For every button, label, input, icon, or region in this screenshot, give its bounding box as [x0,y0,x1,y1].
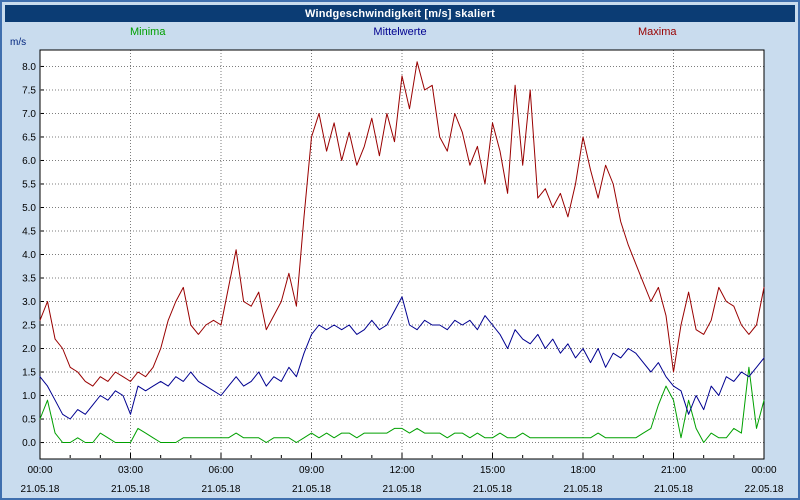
y-tick-label: 2.5 [22,321,36,332]
x-tick-date-label: 21.05.18 [654,484,693,495]
x-tick-date-label: 22.05.18 [745,484,784,495]
x-tick-time-label: 21:00 [661,465,686,476]
plot-frame [39,49,765,460]
x-tick-time-label: 03:00 [118,465,143,476]
x-tick-date-label: 21.05.18 [111,484,150,495]
y-tick-label: 0.0 [22,438,36,449]
plot-background [40,50,764,459]
legend-minima: Minima [130,26,166,38]
y-tick-label: 3.0 [22,297,36,308]
y-tick-label: 5.0 [22,203,36,214]
x-tick-date-label: 21.05.18 [473,484,512,495]
series-mittelwerte-line [39,296,765,420]
series-maxima-line [39,61,765,387]
y-tick-label: 7.5 [22,85,36,96]
x-tick-time-label: 15:00 [480,465,505,476]
y-tick-label: 4.0 [22,250,36,261]
x-tick-time-label: 00:00 [751,465,776,476]
y-tick-label: 1.5 [22,368,36,379]
y-tick-label: 2.0 [22,344,36,355]
x-tick-time-label: 18:00 [570,465,595,476]
y-tick-label: 8.0 [22,62,36,73]
x-tick-date-label: 21.05.18 [292,484,331,495]
y-axis-unit-label: m/s [10,37,27,48]
legend-mittelwerte: Mittelwerte [373,26,427,38]
x-tick-time-label: 06:00 [208,465,233,476]
y-tick-label: 1.0 [22,391,36,402]
x-tick-date-label: 21.05.18 [202,484,241,495]
y-tick-label: 6.5 [22,132,36,143]
x-tick-date-label: 21.05.18 [21,484,60,495]
y-tick-label: 3.5 [22,274,36,285]
x-tick-date-label: 21.05.18 [564,484,603,495]
x-tick-date-label: 21.05.18 [383,484,422,495]
x-tick-time-label: 09:00 [299,465,324,476]
title-bar: Windgeschwindigkeit [m/s] skaliert [5,5,795,22]
x-tick-time-label: 00:00 [27,465,52,476]
x-tick-time-label: 12:00 [389,465,414,476]
window-title: Windgeschwindigkeit [m/s] skaliert [304,7,496,20]
y-tick-label: 0.5 [22,415,36,426]
y-tick-label: 5.5 [22,179,36,190]
legend-maxima: Maxima [638,26,677,38]
y-tick-label: 7.0 [22,109,36,120]
series-minima-line [39,366,765,443]
y-tick-label: 4.5 [22,226,36,237]
y-tick-label: 6.0 [22,156,36,167]
